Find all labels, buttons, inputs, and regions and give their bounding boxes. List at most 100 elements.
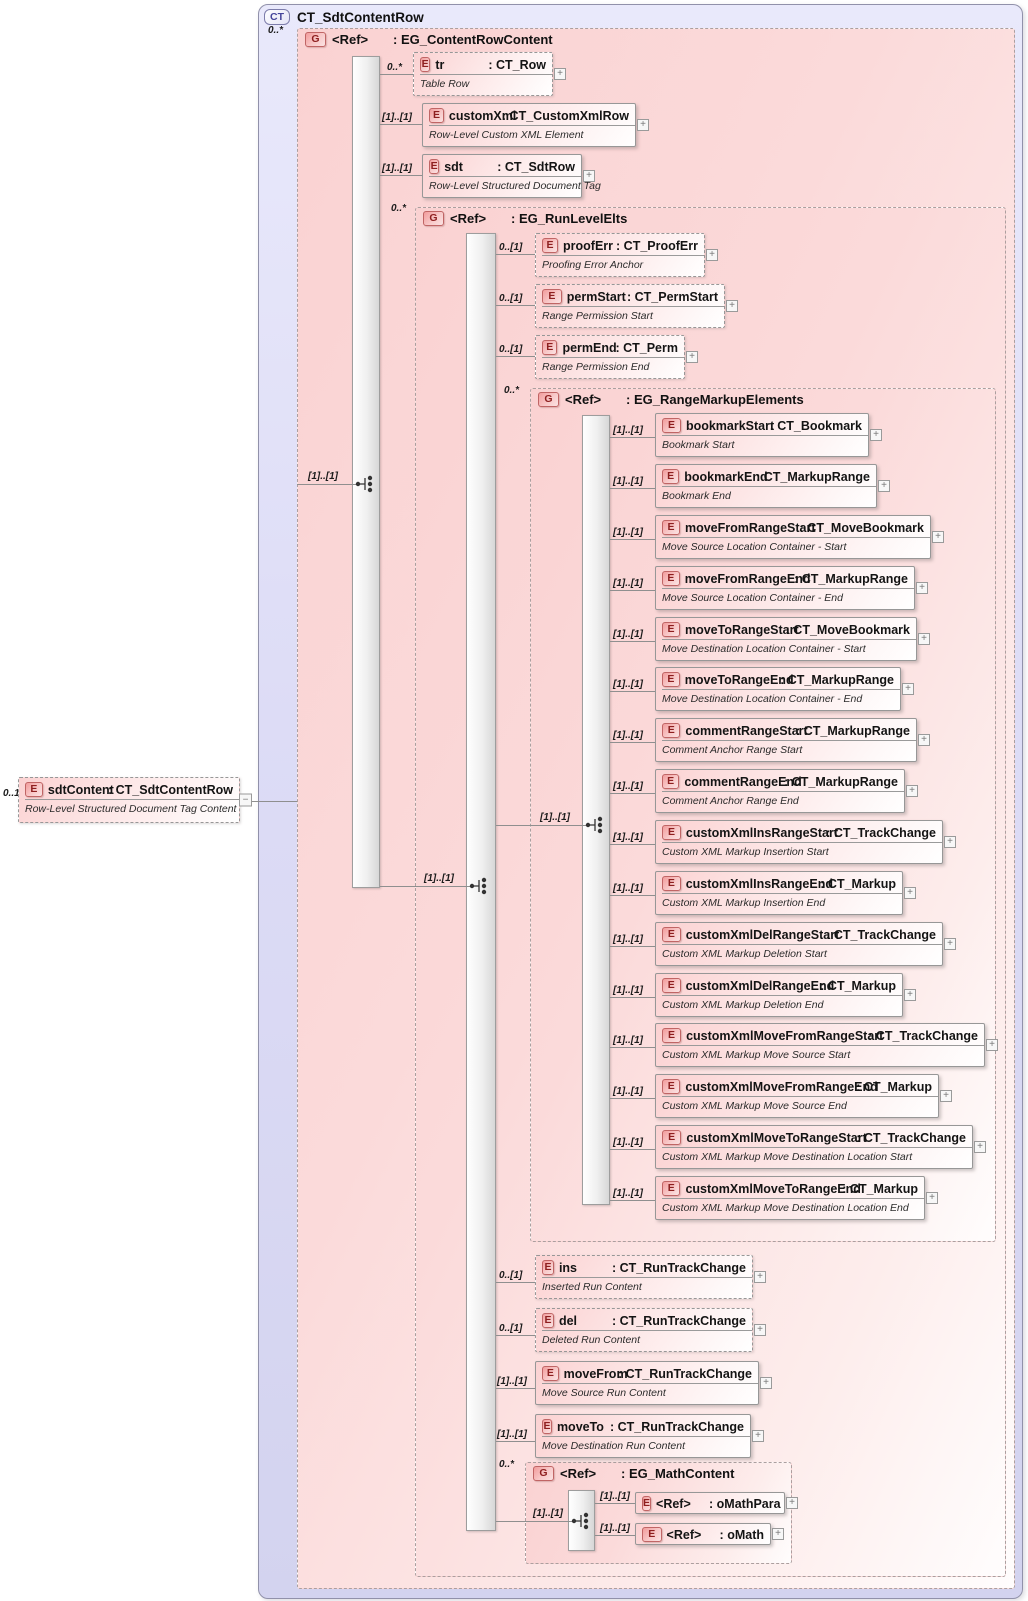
element-sdt[interactable]: E sdt CT_SdtRow Row-Level Structured Doc…	[422, 154, 601, 198]
expand-icon[interactable]: +	[772, 1528, 784, 1540]
expand-icon[interactable]: +	[706, 249, 718, 261]
element-customXmlMoveToRangeStart[interactable]: E customXmlMoveToRangeStart CT_TrackChan…	[655, 1125, 986, 1169]
cardinality-label: [1]..[1]	[613, 629, 643, 640]
collapse-icon[interactable]: −	[239, 793, 252, 807]
cardinality-label: [1]..[1]	[613, 1188, 643, 1199]
element-name: permStart	[566, 289, 626, 304]
element-name: sdt	[444, 159, 463, 174]
element-oMath-ref[interactable]: E <Ref> oMath +	[635, 1523, 784, 1545]
expand-icon[interactable]: +	[906, 785, 918, 797]
element-title: E commentRangeStart CT_MarkupRange	[656, 719, 916, 740]
element-title: E moveTo CT_RunTrackChange	[536, 1415, 750, 1436]
element-title: E bookmarkEnd CT_MarkupRange	[656, 465, 876, 486]
expand-icon[interactable]: +	[932, 531, 944, 543]
element-badge-icon: E	[662, 723, 681, 738]
element-moveFromRangeStart[interactable]: E moveFromRangeStart CT_MoveBookmark Mov…	[655, 515, 944, 559]
element-oMathPara-ref[interactable]: E <Ref> oMathPara +	[635, 1492, 798, 1514]
expand-icon[interactable]: +	[583, 170, 595, 182]
expand-icon[interactable]: +	[904, 887, 916, 899]
element-name: moveToRangeEnd	[684, 672, 794, 687]
element-customXmlDelRangeStart[interactable]: E customXmlDelRangeStart CT_TrackChange …	[655, 922, 956, 966]
cardinality-label: 0..1	[3, 788, 20, 799]
cardinality-label: [1]..[1]	[382, 112, 412, 123]
cardinality-label: 0..[1]	[499, 242, 523, 253]
expand-icon[interactable]: +	[918, 734, 930, 746]
group-ref-label: <Ref>	[565, 392, 602, 407]
element-title: E customXml CT_CustomXmlRow	[423, 104, 635, 125]
element-commentRangeStart[interactable]: E commentRangeStart CT_MarkupRange Comme…	[655, 718, 930, 762]
element-badge-icon: E	[662, 825, 681, 840]
element-annotation: Row-Level Structured Document Tag	[429, 180, 601, 192]
expand-icon[interactable]: +	[686, 351, 698, 363]
element-annotation: Move Destination Location Container - En…	[662, 693, 863, 705]
element-commentRangeEnd[interactable]: E commentRangeEnd CT_MarkupRange Comment…	[655, 769, 918, 813]
element-badge-icon: E	[642, 1527, 662, 1542]
element-customXmlDelRangeEnd[interactable]: E customXmlDelRangeEnd CT_Markup Custom …	[655, 973, 916, 1017]
element-type: CT_TrackChange	[868, 1029, 978, 1043]
expand-icon[interactable]: +	[902, 683, 914, 695]
element-sdtContent[interactable]: E sdtContent CT_SdtContentRow Row-Level …	[18, 777, 252, 823]
element-tr[interactable]: E tr CT_Row Table Row +	[413, 52, 566, 96]
expand-icon[interactable]: +	[786, 1497, 798, 1509]
element-bookmarkEnd[interactable]: E bookmarkEnd CT_MarkupRange Bookmark En…	[655, 464, 890, 508]
element-bookmarkStart[interactable]: E bookmarkStart CT_Bookmark Bookmark Sta…	[655, 413, 882, 457]
expand-icon[interactable]: +	[752, 1430, 764, 1442]
connector-line	[610, 742, 655, 743]
expand-icon[interactable]: +	[904, 989, 916, 1001]
element-moveTo[interactable]: E moveTo CT_RunTrackChange Move Destinat…	[535, 1414, 764, 1458]
expand-icon[interactable]: +	[637, 119, 649, 131]
element-annotation: Custom XML Markup Move Source End	[662, 1100, 847, 1112]
element-permStart[interactable]: E permStart CT_PermStart Range Permissio…	[535, 284, 738, 328]
element-badge-icon: E	[662, 571, 680, 586]
cardinality-label: [1]..[1]	[497, 1376, 527, 1387]
element-customXmlMoveFromRangeStart[interactable]: E customXmlMoveFromRangeStart CT_TrackCh…	[655, 1023, 998, 1067]
cardinality-label: 0..[1]	[499, 344, 523, 355]
element-customXml[interactable]: E customXml CT_CustomXmlRow Row-Level Cu…	[422, 103, 649, 147]
cardinality-label: [1]..[1]	[497, 1429, 527, 1440]
expand-icon[interactable]: +	[986, 1039, 998, 1051]
expand-icon[interactable]: +	[940, 1090, 952, 1102]
element-proofErr[interactable]: E proofErr CT_ProofErr Proofing Error An…	[535, 233, 718, 277]
cardinality-label: [1]..[1]	[613, 781, 643, 792]
element-annotation: Comment Anchor Range End	[662, 795, 799, 807]
element-moveFromRangeEnd[interactable]: E moveFromRangeEnd CT_MarkupRange Move S…	[655, 566, 928, 610]
element-ins[interactable]: E ins CT_RunTrackChange Inserted Run Con…	[535, 1255, 766, 1299]
expand-icon[interactable]: +	[760, 1377, 772, 1389]
expand-icon[interactable]: +	[878, 480, 890, 492]
expand-icon[interactable]: +	[754, 1324, 766, 1336]
element-customXmlMoveToRangeEnd[interactable]: E customXmlMoveToRangeEnd CT_Markup Cust…	[655, 1176, 938, 1220]
expand-icon[interactable]: +	[926, 1192, 938, 1204]
cardinality-label: 0..[1]	[499, 293, 523, 304]
expand-icon[interactable]: +	[754, 1271, 766, 1283]
element-customXmlInsRangeEnd[interactable]: E customXmlInsRangeEnd CT_Markup Custom …	[655, 871, 916, 915]
element-customXmlInsRangeStart[interactable]: E customXmlInsRangeStart CT_TrackChange …	[655, 820, 956, 864]
expand-icon[interactable]: +	[974, 1141, 986, 1153]
element-type: CT_TrackChange	[826, 928, 936, 942]
element-name: customXml	[448, 108, 517, 123]
cardinality-label: [1]..[1]	[533, 1508, 563, 1519]
element-moveFrom[interactable]: E moveFrom CT_RunTrackChange Move Source…	[535, 1361, 772, 1405]
divider	[25, 799, 239, 800]
element-moveToRangeEnd[interactable]: E moveToRangeEnd CT_MarkupRange Move Des…	[655, 667, 914, 711]
expand-icon[interactable]: +	[870, 429, 882, 441]
element-customXmlMoveFromRangeEnd[interactable]: E customXmlMoveFromRangeEnd CT_Markup Cu…	[655, 1074, 952, 1118]
element-title: E sdt CT_SdtRow	[423, 155, 581, 176]
element-permEnd[interactable]: E permEnd CT_Perm Range Permission End +	[535, 335, 698, 379]
cardinality-label: 0..*	[499, 1459, 515, 1470]
expand-icon[interactable]: +	[726, 300, 738, 312]
expand-icon[interactable]: +	[554, 68, 566, 80]
element-moveToRangeStart[interactable]: E moveToRangeStart CT_MoveBookmark Move …	[655, 617, 930, 661]
element-del[interactable]: E del CT_RunTrackChange Deleted Run Cont…	[535, 1308, 766, 1352]
connector-line	[246, 801, 297, 802]
expand-icon[interactable]: +	[944, 938, 956, 950]
element-type: CT_MarkupRange	[780, 673, 894, 687]
connector-line	[496, 1335, 535, 1336]
element-title: E customXmlMoveToRangeEnd CT_Markup	[656, 1177, 924, 1198]
divider	[662, 689, 900, 690]
expand-icon[interactable]: +	[916, 582, 928, 594]
complex-type-title: CT_SdtContentRow	[297, 9, 424, 25]
expand-icon[interactable]: +	[918, 633, 930, 645]
expand-icon[interactable]: +	[944, 836, 956, 848]
element-type: CT_MarkupRange	[784, 775, 898, 789]
element-badge-icon: E	[542, 289, 562, 304]
